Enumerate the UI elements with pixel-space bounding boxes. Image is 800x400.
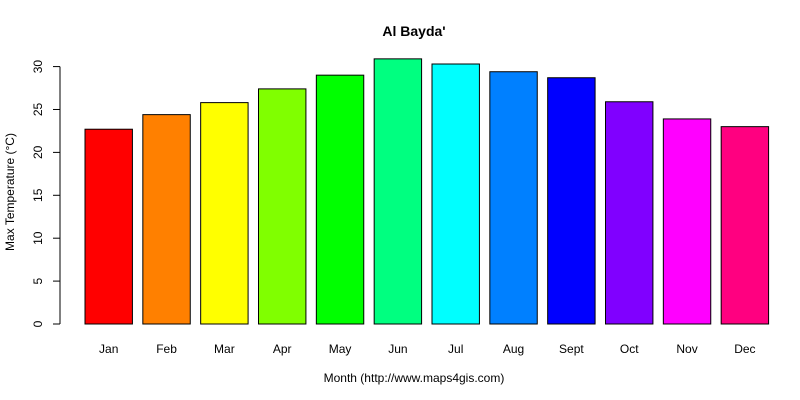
bar-sept [547, 77, 596, 325]
x-tick-label: Jun [388, 342, 407, 356]
bar-may [315, 74, 365, 325]
bar-aug [489, 71, 538, 325]
bar-dec [720, 126, 770, 325]
x-tick-label: Mar [214, 342, 235, 356]
x-tick-label: Jan [99, 342, 118, 356]
bar-mar [200, 102, 249, 325]
bar-feb [142, 114, 191, 325]
y-tick-label: 30 [31, 60, 45, 74]
bar-nov [662, 118, 712, 325]
chart-title: Al Bayda' [382, 23, 445, 39]
x-tick-label: Dec [734, 342, 755, 356]
y-tick-label: 10 [31, 231, 45, 245]
bar-oct [605, 101, 654, 325]
x-tick-label: May [329, 342, 352, 356]
bar-apr [258, 88, 307, 325]
x-axis-labels: Jan Feb Mar Apr May Jun Jul Aug Sept Oct Nov Dec [99, 342, 756, 356]
bar-jul [431, 63, 480, 325]
y-tick-label: 5 [31, 277, 45, 284]
x-tick-label: Oct [620, 342, 639, 356]
bars [84, 58, 770, 325]
x-tick-label: Feb [156, 342, 177, 356]
y-axis: 0 5 10 15 20 25 30 [31, 60, 61, 327]
y-tick-label: 20 [31, 145, 45, 159]
x-tick-label: Jul [448, 342, 463, 356]
bar-jan [84, 128, 133, 325]
y-axis-label: Max Temperature (°C) [3, 133, 17, 251]
x-tick-label: Aug [503, 342, 524, 356]
y-tick-label: 25 [31, 102, 45, 116]
x-tick-label: Nov [676, 342, 697, 356]
x-tick-label: Sept [559, 342, 584, 356]
y-tick-label: 15 [31, 188, 45, 202]
y-tick-label: 0 [31, 320, 45, 327]
x-axis-label: Month (http://www.maps4gis.com) [324, 371, 505, 385]
x-tick-label: Apr [273, 342, 292, 356]
bar-jun [373, 58, 423, 325]
